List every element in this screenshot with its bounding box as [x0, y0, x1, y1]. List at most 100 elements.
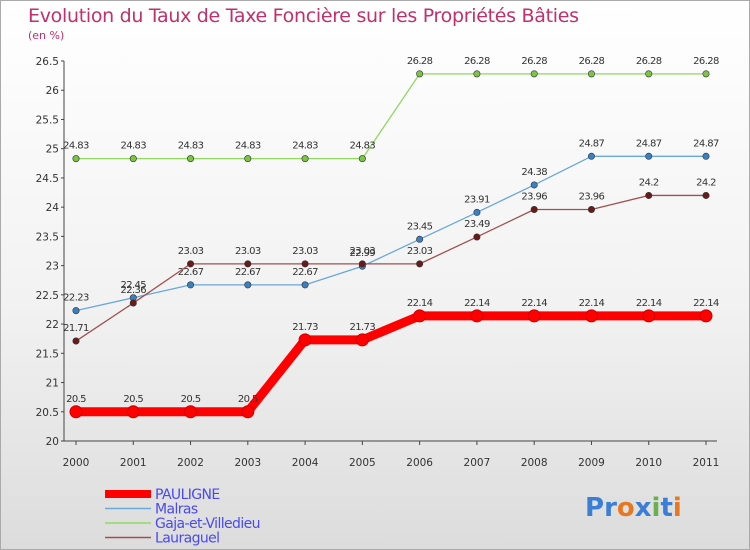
series-line-lauraguel [75, 194, 707, 342]
data-point-pauligne [527, 309, 541, 323]
data-label-malras: 22.67 [292, 267, 318, 278]
x-tick-label: 2002 [177, 457, 204, 469]
data-label-lauraguel: 24.2 [639, 177, 659, 188]
data-label-malras: 23.91 [464, 194, 490, 205]
y-tick-label: 21.5 [36, 348, 59, 360]
legend-label-malras: Malras [155, 502, 198, 518]
data-point-gaja-et-villedieu [645, 70, 653, 78]
data-point-pauligne [355, 333, 369, 347]
x-tick-label: 2003 [234, 457, 261, 469]
y-tick-label: 23 [46, 261, 59, 273]
data-label-malras: 22.99 [350, 248, 376, 259]
y-tick-label: 25 [46, 144, 59, 156]
proxiti-logo: Proxiti [585, 493, 682, 523]
x-tick-label: 2011 [693, 457, 720, 469]
y-tick-label: 21 [46, 378, 59, 390]
data-label-pauligne: 22.14 [579, 298, 605, 309]
series-line-pauligne [71, 311, 711, 417]
data-label-gaja-et-villedieu: 26.28 [636, 56, 662, 67]
logo-letter: i [651, 493, 661, 523]
x-tick-label: 2008 [521, 457, 548, 469]
data-label-malras: 22.67 [235, 267, 261, 278]
data-label-lauraguel: 23.96 [521, 191, 547, 202]
data-label-lauraguel: 23.03 [292, 246, 318, 257]
data-label-lauraguel: 24.2 [696, 177, 716, 188]
data-label-pauligne: 22.14 [636, 298, 662, 309]
data-point-lauraguel [72, 337, 80, 345]
y-tick-label: 26.5 [36, 56, 59, 68]
data-label-gaja-et-villedieu: 24.83 [178, 141, 204, 152]
series-line-malras [75, 155, 707, 312]
data-point-gaja-et-villedieu [702, 70, 710, 78]
data-label-pauligne: 22.14 [407, 298, 433, 309]
x-tick-label: 2009 [578, 457, 605, 469]
x-tick-label: 2001 [120, 457, 147, 469]
data-point-gaja-et-villedieu [244, 155, 252, 163]
data-label-lauraguel: 21.71 [63, 323, 89, 334]
y-tick-label: 25.5 [36, 114, 59, 126]
logo-letter: i [672, 493, 682, 523]
data-label-lauraguel: 23.96 [579, 191, 605, 202]
x-tick-label: 2004 [292, 457, 319, 469]
x-tick-label: 2005 [349, 457, 376, 469]
x-tick-label: 2000 [63, 457, 90, 469]
data-label-lauraguel: 23.49 [464, 219, 490, 230]
y-tick-label: 23.5 [36, 231, 59, 243]
data-label-gaja-et-villedieu: 24.83 [120, 141, 146, 152]
data-label-pauligne: 21.73 [350, 322, 376, 333]
data-point-malras [72, 307, 80, 315]
y-tick-label: 24.5 [36, 173, 59, 185]
y-tick-label: 22 [46, 319, 59, 331]
data-point-pauligne [69, 405, 83, 419]
data-point-lauraguel [129, 299, 137, 307]
data-label-pauligne: 21.73 [292, 322, 318, 333]
data-point-pauligne [584, 309, 598, 323]
data-label-lauraguel: 23.03 [350, 246, 376, 257]
logo-letter: P [585, 493, 605, 523]
data-point-pauligne [241, 405, 255, 419]
data-label-gaja-et-villedieu: 26.28 [464, 56, 490, 67]
data-label-pauligne: 20.5 [123, 394, 143, 405]
data-label-lauraguel: 23.03 [407, 246, 433, 257]
data-point-pauligne [298, 333, 312, 347]
data-point-lauraguel [645, 191, 653, 199]
data-label-pauligne: 20.5 [238, 394, 258, 405]
data-point-lauraguel [301, 260, 309, 268]
data-label-lauraguel: 23.03 [178, 246, 204, 257]
data-label-lauraguel: 23.03 [235, 246, 261, 257]
data-point-gaja-et-villedieu [301, 155, 309, 163]
data-point-lauraguel [702, 191, 710, 199]
data-label-malras: 23.45 [407, 221, 433, 232]
data-point-malras [473, 208, 481, 216]
data-point-gaja-et-villedieu [587, 70, 595, 78]
data-point-gaja-et-villedieu [358, 155, 366, 163]
y-tick-label: 26 [46, 85, 60, 97]
data-label-pauligne: 20.5 [181, 394, 201, 405]
data-point-lauraguel [473, 233, 481, 241]
data-point-malras [702, 152, 710, 160]
data-point-gaja-et-villedieu [129, 155, 137, 163]
data-point-pauligne [413, 309, 427, 323]
data-point-malras [187, 281, 195, 289]
data-label-pauligne: 22.14 [464, 298, 490, 309]
data-label-gaja-et-villedieu: 26.28 [521, 56, 547, 67]
data-label-malras: 22.45 [120, 280, 146, 291]
x-tick-label: 2006 [406, 457, 433, 469]
data-point-lauraguel [358, 260, 366, 268]
logo-letter: o [616, 493, 635, 523]
data-label-malras: 24.38 [521, 167, 547, 178]
data-label-pauligne: 22.14 [693, 298, 719, 309]
data-point-pauligne [470, 309, 484, 323]
data-label-gaja-et-villedieu: 24.83 [235, 141, 261, 152]
data-point-pauligne [126, 405, 140, 419]
data-label-gaja-et-villedieu: 24.83 [350, 141, 376, 152]
data-point-malras [416, 235, 424, 243]
x-tick-label: 2010 [635, 457, 662, 469]
data-label-gaja-et-villedieu: 26.28 [579, 56, 605, 67]
data-point-lauraguel [587, 205, 595, 213]
data-point-gaja-et-villedieu [416, 70, 424, 78]
data-label-malras: 24.87 [693, 138, 719, 149]
y-tick-label: 24 [46, 202, 60, 214]
